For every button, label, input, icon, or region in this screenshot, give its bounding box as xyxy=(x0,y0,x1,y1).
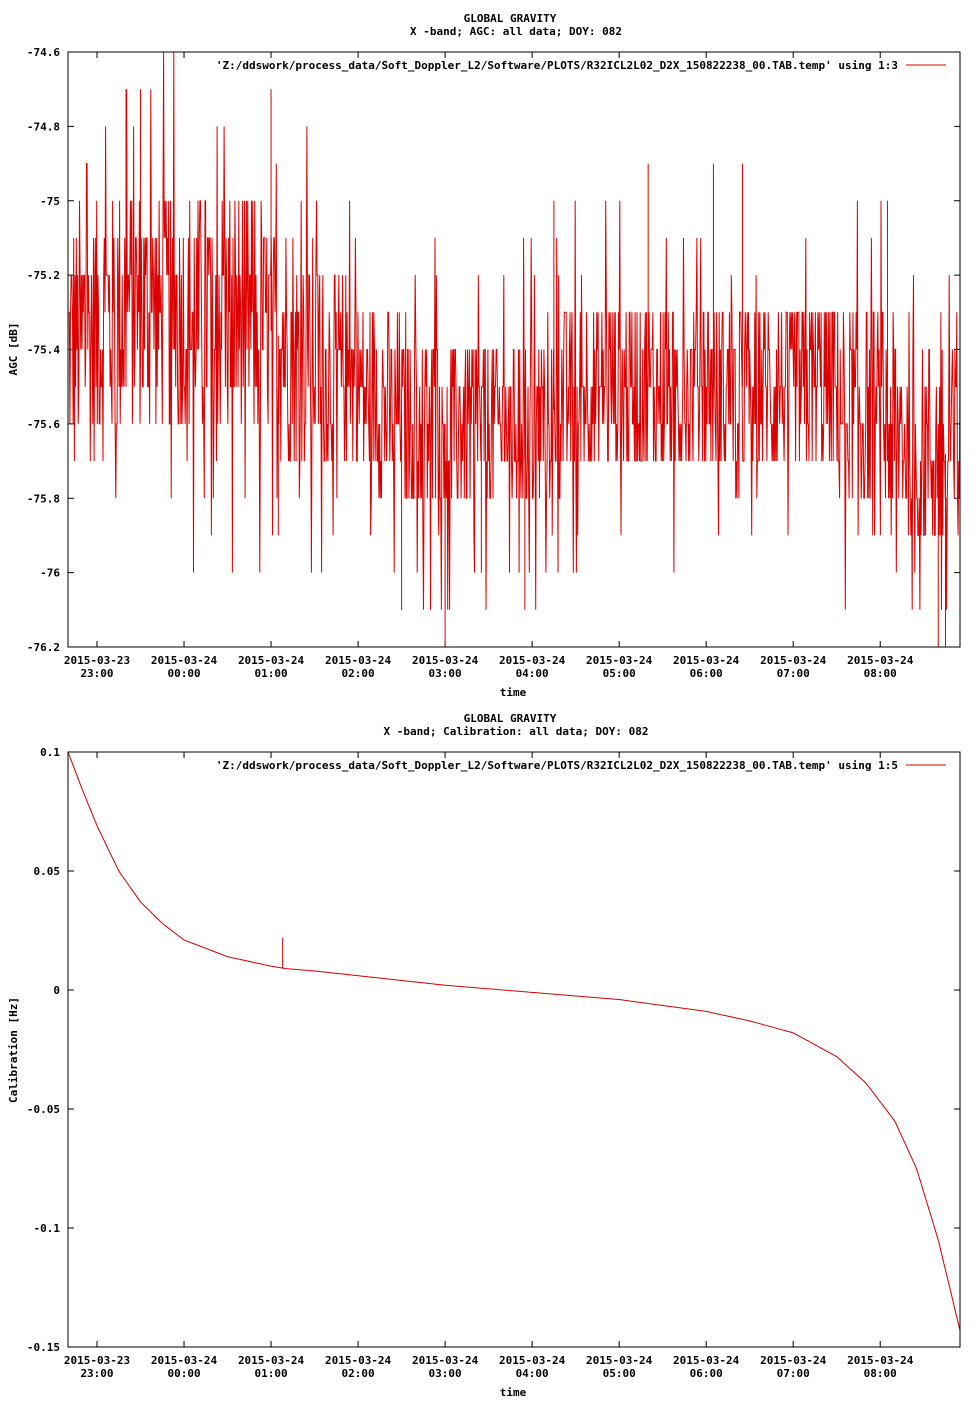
y-tick-label: -75.2 xyxy=(27,269,60,282)
x-tick-label-date: 2015-03-24 xyxy=(412,1354,479,1367)
x-tick-label-date: 2015-03-24 xyxy=(586,654,653,667)
y-axis-label: Calibration [Hz] xyxy=(7,997,20,1103)
x-tick-label-date: 2015-03-24 xyxy=(238,654,305,667)
x-tick-label-time: 01:00 xyxy=(254,667,287,680)
series-line xyxy=(68,51,961,610)
y-tick-label: -75.8 xyxy=(27,492,60,505)
y-axis-label: AGC [dB] xyxy=(7,323,20,376)
y-tick-label: -75 xyxy=(40,195,60,208)
y-tick-label: -0.15 xyxy=(27,1341,60,1354)
chart-subtitle: X -band; AGC: all data; DOY: 082 xyxy=(410,25,622,38)
x-axis-label: time xyxy=(500,1386,527,1399)
x-tick-label-time: 06:00 xyxy=(690,667,723,680)
x-tick-label-date: 2015-03-24 xyxy=(325,654,392,667)
x-tick-label-time: 00:00 xyxy=(167,667,200,680)
x-tick-label-date: 2015-03-23 xyxy=(64,654,130,667)
x-tick-label-date: 2015-03-24 xyxy=(673,1354,740,1367)
y-tick-label: 0 xyxy=(53,984,60,997)
x-tick-label-date: 2015-03-24 xyxy=(847,1354,914,1367)
x-tick-label-date: 2015-03-24 xyxy=(499,1354,566,1367)
y-tick-label: -75.4 xyxy=(27,344,60,357)
series-line xyxy=(67,751,961,1331)
x-tick-label-date: 2015-03-24 xyxy=(151,654,218,667)
x-tick-label-time: 02:00 xyxy=(342,1367,375,1380)
y-tick-label: -76 xyxy=(40,567,60,580)
x-tick-label-time: 23:00 xyxy=(80,667,113,680)
y-tick-label: 0.1 xyxy=(40,746,60,759)
axes-frame xyxy=(67,51,961,648)
x-tick-label-time: 01:00 xyxy=(254,1367,287,1380)
y-tick-label: -75.6 xyxy=(27,418,60,431)
x-tick-label-time: 00:00 xyxy=(167,1367,200,1380)
y-tick-label: -0.05 xyxy=(27,1103,60,1116)
x-tick-label-date: 2015-03-24 xyxy=(238,1354,305,1367)
x-tick-label-date: 2015-03-24 xyxy=(586,1354,653,1367)
legend-label: 'Z:/ddswork/process_data/Soft_Doppler_L2… xyxy=(216,759,898,772)
plot-area: -76.2 -76 -75.8 -75.6 -75.4 -75.2 -75 -74.8 -74.… xyxy=(27,46,961,680)
x-tick-label-time: 03:00 xyxy=(429,667,462,680)
x-tick-label-time: 06:00 xyxy=(690,1367,723,1380)
x-tick-label-date: 2015-03-24 xyxy=(760,654,827,667)
chart-title: GLOBAL GRAVITY xyxy=(464,12,557,25)
legend-label: 'Z:/ddswork/process_data/Soft_Doppler_L2… xyxy=(216,59,898,72)
y-tick-label: -74.6 xyxy=(27,46,60,59)
y-tick-label: -0.1 xyxy=(34,1222,61,1235)
x-tick-label-time: 05:00 xyxy=(603,667,636,680)
x-tick-label-date: 2015-03-24 xyxy=(412,654,479,667)
calibration-chart: GLOBAL GRAVITY X -band; Calibration: all… xyxy=(7,712,961,1399)
x-tick-label-date: 2015-03-23 xyxy=(64,1354,130,1367)
chart-subtitle: X -band; Calibration: all data; DOY: 082 xyxy=(384,725,649,738)
axes-frame xyxy=(67,751,961,1348)
x-tick-label-time: 04:00 xyxy=(516,667,549,680)
x-tick-label-date: 2015-03-24 xyxy=(151,1354,218,1367)
x-tick-label-date: 2015-03-24 xyxy=(499,654,566,667)
x-tick-label-date: 2015-03-24 xyxy=(673,654,740,667)
x-tick-label-time: 07:00 xyxy=(777,1367,810,1380)
x-tick-label-time: 23:00 xyxy=(80,1367,113,1380)
x-tick-label-time: 02:00 xyxy=(342,667,375,680)
agc-chart: GLOBAL GRAVITY X -band; AGC: all data; D… xyxy=(7,12,961,699)
x-tick-label-time: 08:00 xyxy=(864,667,897,680)
x-tick-label-time: 03:00 xyxy=(429,1367,462,1380)
x-axis-label: time xyxy=(500,686,527,699)
x-tick-label-date: 2015-03-24 xyxy=(325,1354,392,1367)
y-tick-label: 0.05 xyxy=(34,865,61,878)
x-tick-label-time: 08:00 xyxy=(864,1367,897,1380)
x-tick-label-time: 07:00 xyxy=(777,667,810,680)
chart-title: GLOBAL GRAVITY xyxy=(464,712,557,725)
y-tick-label: -76.2 xyxy=(27,641,60,654)
x-tick-label-time: 04:00 xyxy=(516,1367,549,1380)
y-tick-label: -74.8 xyxy=(27,120,60,133)
x-tick-label-date: 2015-03-24 xyxy=(760,1354,827,1367)
x-tick-label-time: 05:00 xyxy=(603,1367,636,1380)
x-tick-label-date: 2015-03-24 xyxy=(847,654,914,667)
